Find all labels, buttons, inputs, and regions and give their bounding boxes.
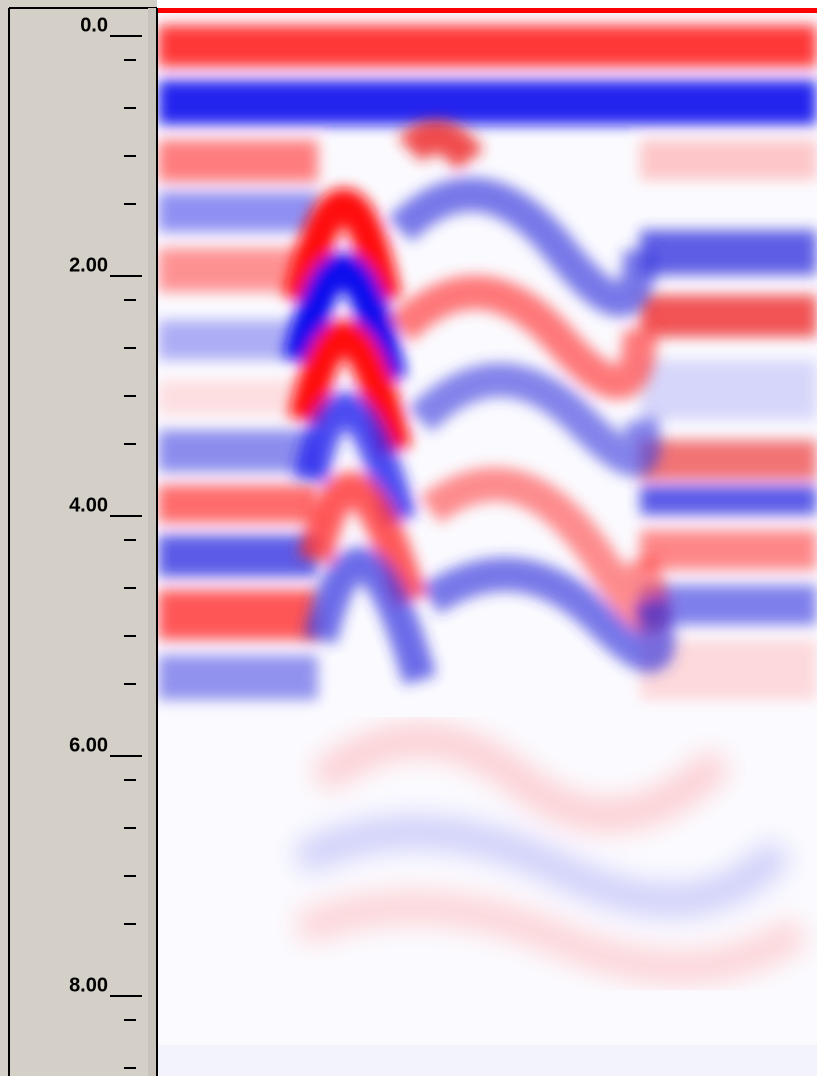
depth-label: 8.00: [69, 974, 108, 996]
depth-label: 0.0: [80, 14, 108, 36]
depth-label: 6.00: [69, 734, 108, 756]
axis-panel: [0, 0, 157, 1076]
axis-edge: [148, 8, 157, 1076]
depth-axis: 0.0 2.00 4.00 6.00 8.00: [69, 14, 142, 1069]
radargram-image: [158, 8, 817, 1076]
depth-label: 2.00: [69, 254, 108, 276]
depth-label: 4.00: [69, 494, 108, 516]
